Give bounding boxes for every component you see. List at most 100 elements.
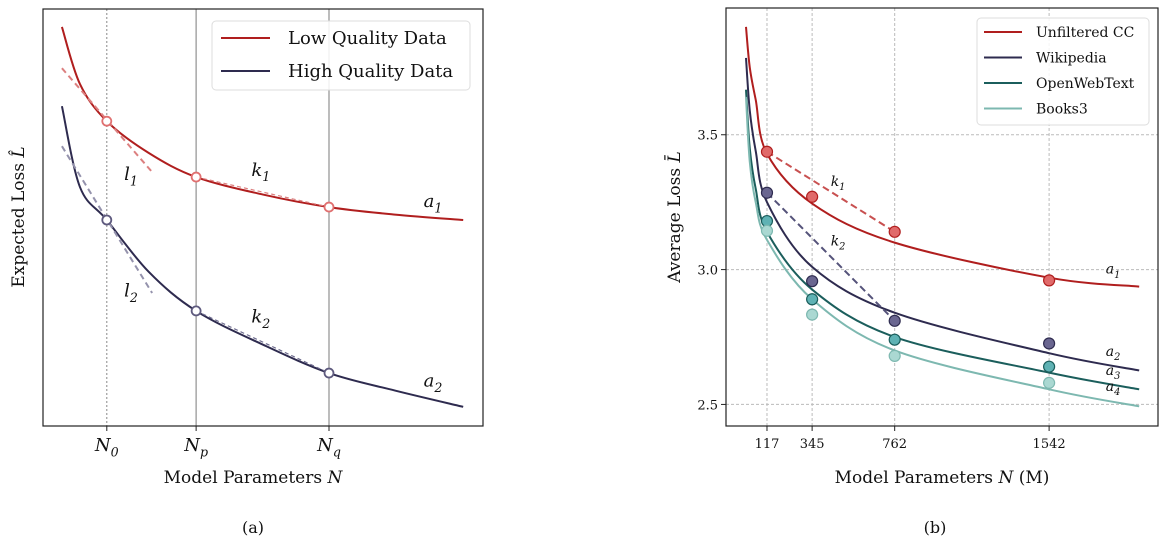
data-point — [1043, 337, 1056, 350]
data-point — [1043, 274, 1056, 287]
x-tick-label-base: N — [94, 435, 112, 456]
x-axis-label: Model Parameters N — [164, 468, 344, 488]
asymptote-label: a1 — [424, 191, 443, 215]
curve-label: a3 — [1106, 363, 1121, 382]
asymptote-label-base: a — [424, 370, 435, 391]
data-point — [760, 145, 774, 158]
chart-b: 117 345 762 1542 2.5 3.0 3.5 Model Parameters N… — [663, 7, 1159, 537]
secant-line — [195, 176, 330, 208]
curve-label-subscript: 4 — [1113, 387, 1120, 398]
plot-frame — [725, 7, 1159, 427]
data-point — [806, 293, 819, 306]
data-marker — [190, 305, 202, 317]
x-tick-label: N0 — [94, 435, 119, 459]
curve-label: a4 — [1106, 379, 1121, 398]
chart-a: Model Parameters N Expected Loss L̂ Low Qu… — [9, 8, 484, 537]
x-tick-label: Np — [183, 435, 208, 459]
curve-label-base: a — [1106, 363, 1114, 379]
data-point — [1043, 360, 1056, 373]
series-curve — [744, 57, 1140, 372]
curve-label: a2 — [1106, 344, 1121, 363]
x-axis-label-unit: (M) — [1019, 468, 1050, 488]
x-tick-label: 762 — [882, 437, 907, 452]
tangent-label-base: l — [124, 164, 130, 185]
legend-label: High Quality Data — [288, 61, 453, 82]
secant-label-subscript: 1 — [262, 169, 270, 184]
tangent-label-base: l — [124, 281, 130, 302]
asymptote-label-subscript: 2 — [433, 380, 442, 395]
x-tick-label: Nq — [316, 435, 341, 459]
curve-label-subscript: 3 — [1114, 371, 1120, 382]
data-point — [1043, 376, 1056, 389]
x-tick-label: 1542 — [1033, 437, 1066, 452]
plot-frame — [42, 8, 484, 427]
secant-label-base: k — [251, 160, 262, 181]
data-marker — [190, 171, 202, 183]
data-point — [806, 308, 819, 321]
slope-label: k1 — [831, 174, 846, 193]
data-marker — [101, 115, 113, 127]
curve-label-subscript: 2 — [1113, 352, 1120, 363]
caption-a: (a) — [242, 518, 264, 537]
y-tick-label: 3.5 — [697, 129, 718, 144]
data-point — [760, 186, 774, 199]
legend-label: Low Quality Data — [288, 28, 447, 49]
legend-label: Wikipedia — [1036, 51, 1107, 67]
legend-label: OpenWebText — [1036, 76, 1135, 92]
x-tick-label-subscript: q — [333, 444, 341, 459]
legend: Low Quality Data High Quality Data — [211, 20, 471, 91]
legend-box — [211, 20, 471, 91]
curve-label-subscript: 1 — [1114, 270, 1120, 281]
asymptote-label-base: a — [424, 191, 435, 212]
secant-label-base: k — [251, 307, 262, 328]
y-axis-label-var: L̂ — [9, 146, 29, 158]
slope-label-base: k — [831, 233, 839, 249]
data-point — [806, 190, 819, 203]
data-marker — [323, 367, 335, 379]
y-axis-label: Average Loss L̄ — [663, 151, 685, 284]
slope-line — [766, 150, 896, 233]
curve-label-base: a — [1106, 262, 1114, 278]
x-axis-label-text: Model Parameters — [835, 468, 993, 488]
caption-b: (b) — [924, 518, 947, 537]
slope-line — [766, 192, 896, 322]
legend-label: Books3 — [1036, 102, 1088, 118]
data-point — [760, 224, 774, 237]
x-axis-label-text: Model Parameters — [164, 468, 322, 488]
data-point — [806, 275, 819, 288]
slope-label-subscript: 2 — [838, 242, 845, 253]
secant-label: k2 — [251, 307, 270, 331]
data-point — [888, 349, 901, 362]
secant-line — [195, 310, 330, 374]
y-tick-label: 2.5 — [697, 398, 718, 413]
asymptote-label: a2 — [424, 370, 443, 394]
tangent-line — [61, 145, 153, 294]
data-marker — [101, 214, 113, 226]
secant-label-subscript: 2 — [261, 316, 270, 331]
x-tick-label-subscript: 0 — [111, 444, 119, 459]
curve-label: a1 — [1106, 262, 1121, 281]
y-axis-label-text: Average Loss — [665, 168, 685, 284]
x-tick-label-subscript: p — [200, 444, 208, 459]
y-axis-label: Expected Loss L̂ — [9, 146, 29, 287]
series-curve — [744, 89, 1140, 391]
data-point — [888, 225, 901, 238]
x-axis-label: Model Parameters N (M) — [835, 468, 1050, 488]
tangent-label-subscript: 1 — [130, 173, 138, 188]
y-axis-label-var: L̄ — [663, 151, 685, 163]
x-tick-label: 345 — [800, 437, 825, 452]
tangent-label: l2 — [124, 281, 138, 305]
y-axis-label-text: Expected Loss — [9, 163, 29, 288]
curve-label-base: a — [1106, 379, 1114, 395]
legend: Unfiltered CC Wikipedia OpenWebText Books3 — [976, 17, 1150, 126]
data-marker — [323, 201, 335, 213]
legend-box — [976, 17, 1150, 126]
x-tick-label: 117 — [755, 437, 780, 452]
data-point — [888, 314, 901, 327]
slope-label-subscript: 1 — [839, 182, 845, 193]
curve-label-base: a — [1106, 344, 1114, 360]
legend-label: Unfiltered CC — [1036, 25, 1134, 41]
tangent-line — [61, 67, 153, 173]
tangent-label: l1 — [124, 164, 138, 188]
